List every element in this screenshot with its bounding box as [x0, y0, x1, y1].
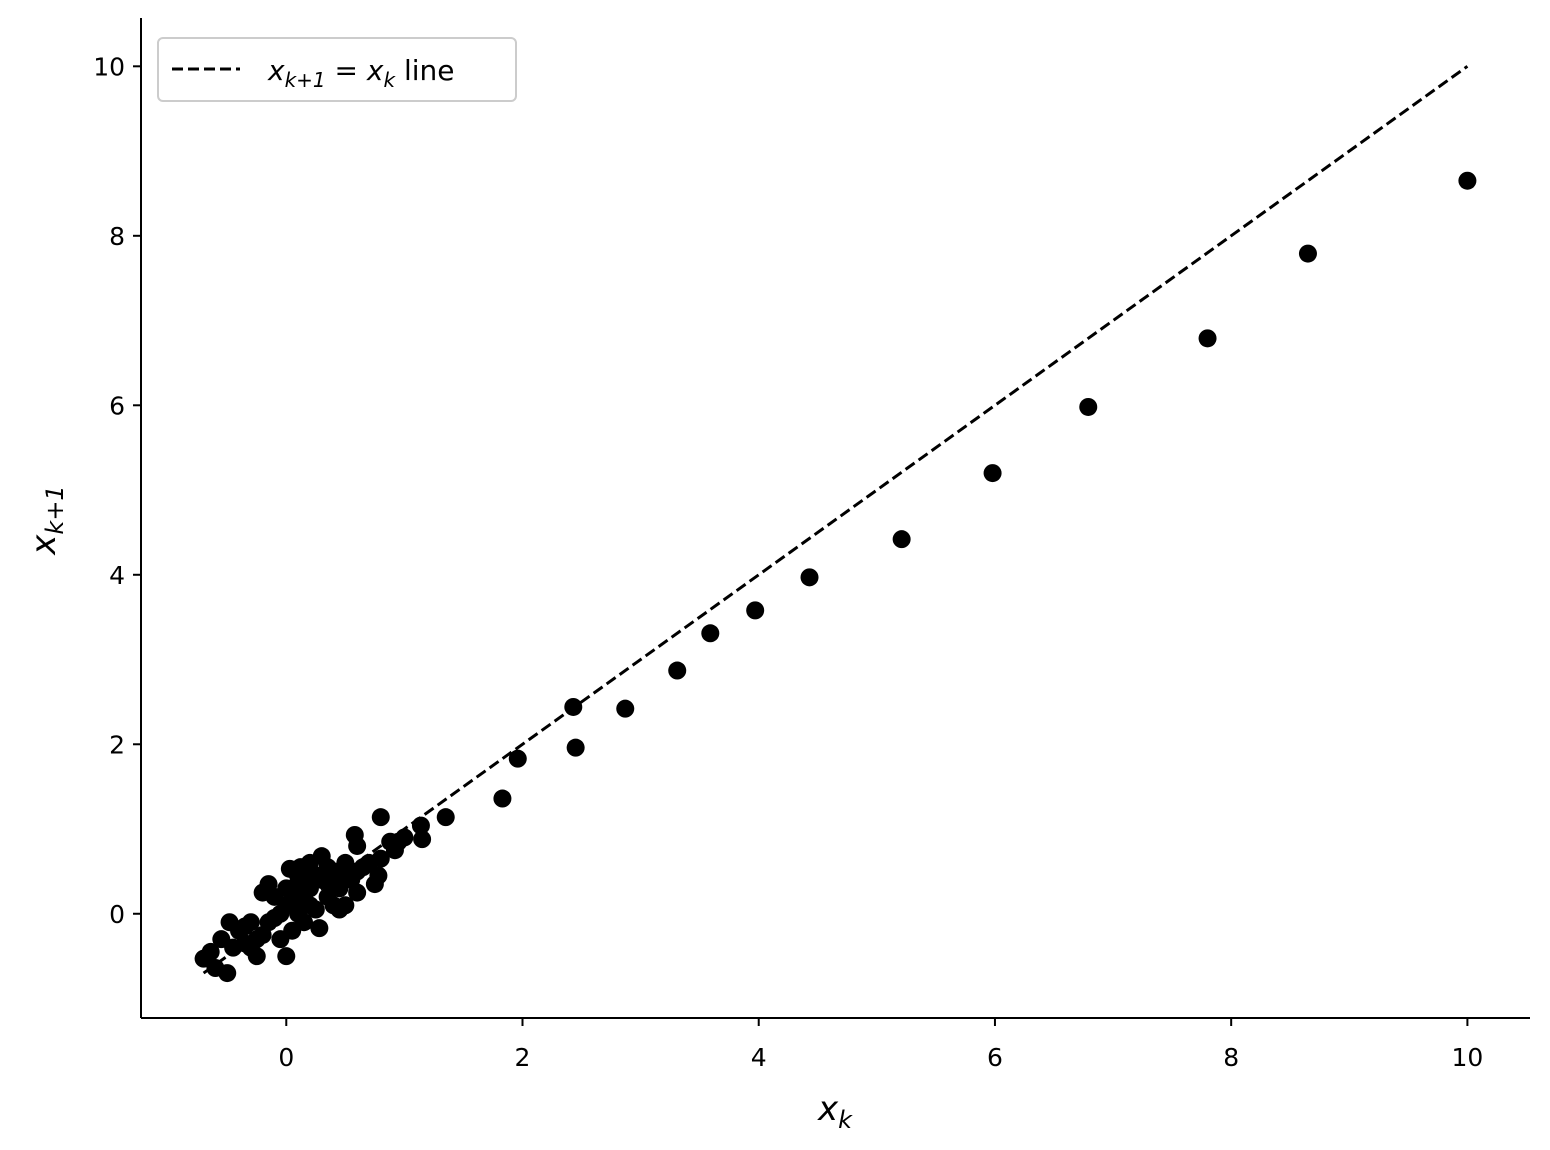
data-point: [892, 530, 911, 549]
data-point: [345, 825, 364, 844]
x-tick-label: 8: [1223, 1043, 1239, 1072]
x-ticks: 0 2 4 6 8 10: [278, 1018, 1483, 1072]
y-tick-label: 0: [109, 900, 125, 929]
data-point: [1458, 171, 1477, 190]
data-point: [310, 919, 329, 938]
data-point: [271, 930, 290, 949]
data-point: [746, 601, 765, 620]
data-point: [411, 816, 430, 835]
data-point: [318, 887, 337, 906]
y-tick-label: 8: [109, 222, 125, 251]
x-tick-label: 4: [751, 1043, 767, 1072]
reference-line: [202, 65, 1469, 975]
data-point: [800, 568, 819, 587]
y-axis-label: xk+1: [24, 485, 69, 555]
data-point: [381, 832, 400, 851]
data-point: [253, 883, 272, 902]
data-point: [508, 749, 527, 768]
data-point: [983, 464, 1002, 483]
data-point: [1079, 397, 1098, 416]
data-point: [436, 808, 455, 827]
y-tick-label: 10: [93, 52, 125, 81]
y-ticks: 0 2 4 6 8 10: [93, 52, 141, 929]
x-tick-label: 2: [515, 1043, 531, 1072]
data-point: [280, 859, 299, 878]
data-point: [1198, 329, 1217, 348]
x-tick-label: 0: [278, 1043, 294, 1072]
data-point: [220, 913, 239, 932]
data-point: [371, 808, 390, 827]
x-axis-label: xk: [817, 1089, 853, 1134]
legend-box: [157, 37, 517, 102]
data-point: [413, 830, 432, 849]
x-tick-label: 6: [987, 1043, 1003, 1072]
legend-label: xk+1 = xk line: [267, 54, 455, 92]
data-point: [701, 624, 720, 643]
data-point: [668, 661, 687, 680]
scatter-points: [194, 171, 1477, 983]
data-point: [493, 789, 512, 808]
data-point: [212, 930, 231, 949]
data-point: [365, 875, 384, 894]
data-point: [616, 699, 635, 718]
y-tick-label: 2: [109, 730, 125, 759]
data-point: [277, 947, 296, 966]
data-point: [1298, 244, 1317, 263]
data-point: [194, 949, 213, 968]
legend: xk+1 = xk line: [157, 37, 517, 102]
x-tick-label: 10: [1451, 1043, 1483, 1072]
data-point: [566, 738, 585, 757]
y-tick-label: 6: [109, 391, 125, 420]
y-tick-label: 4: [109, 561, 125, 590]
